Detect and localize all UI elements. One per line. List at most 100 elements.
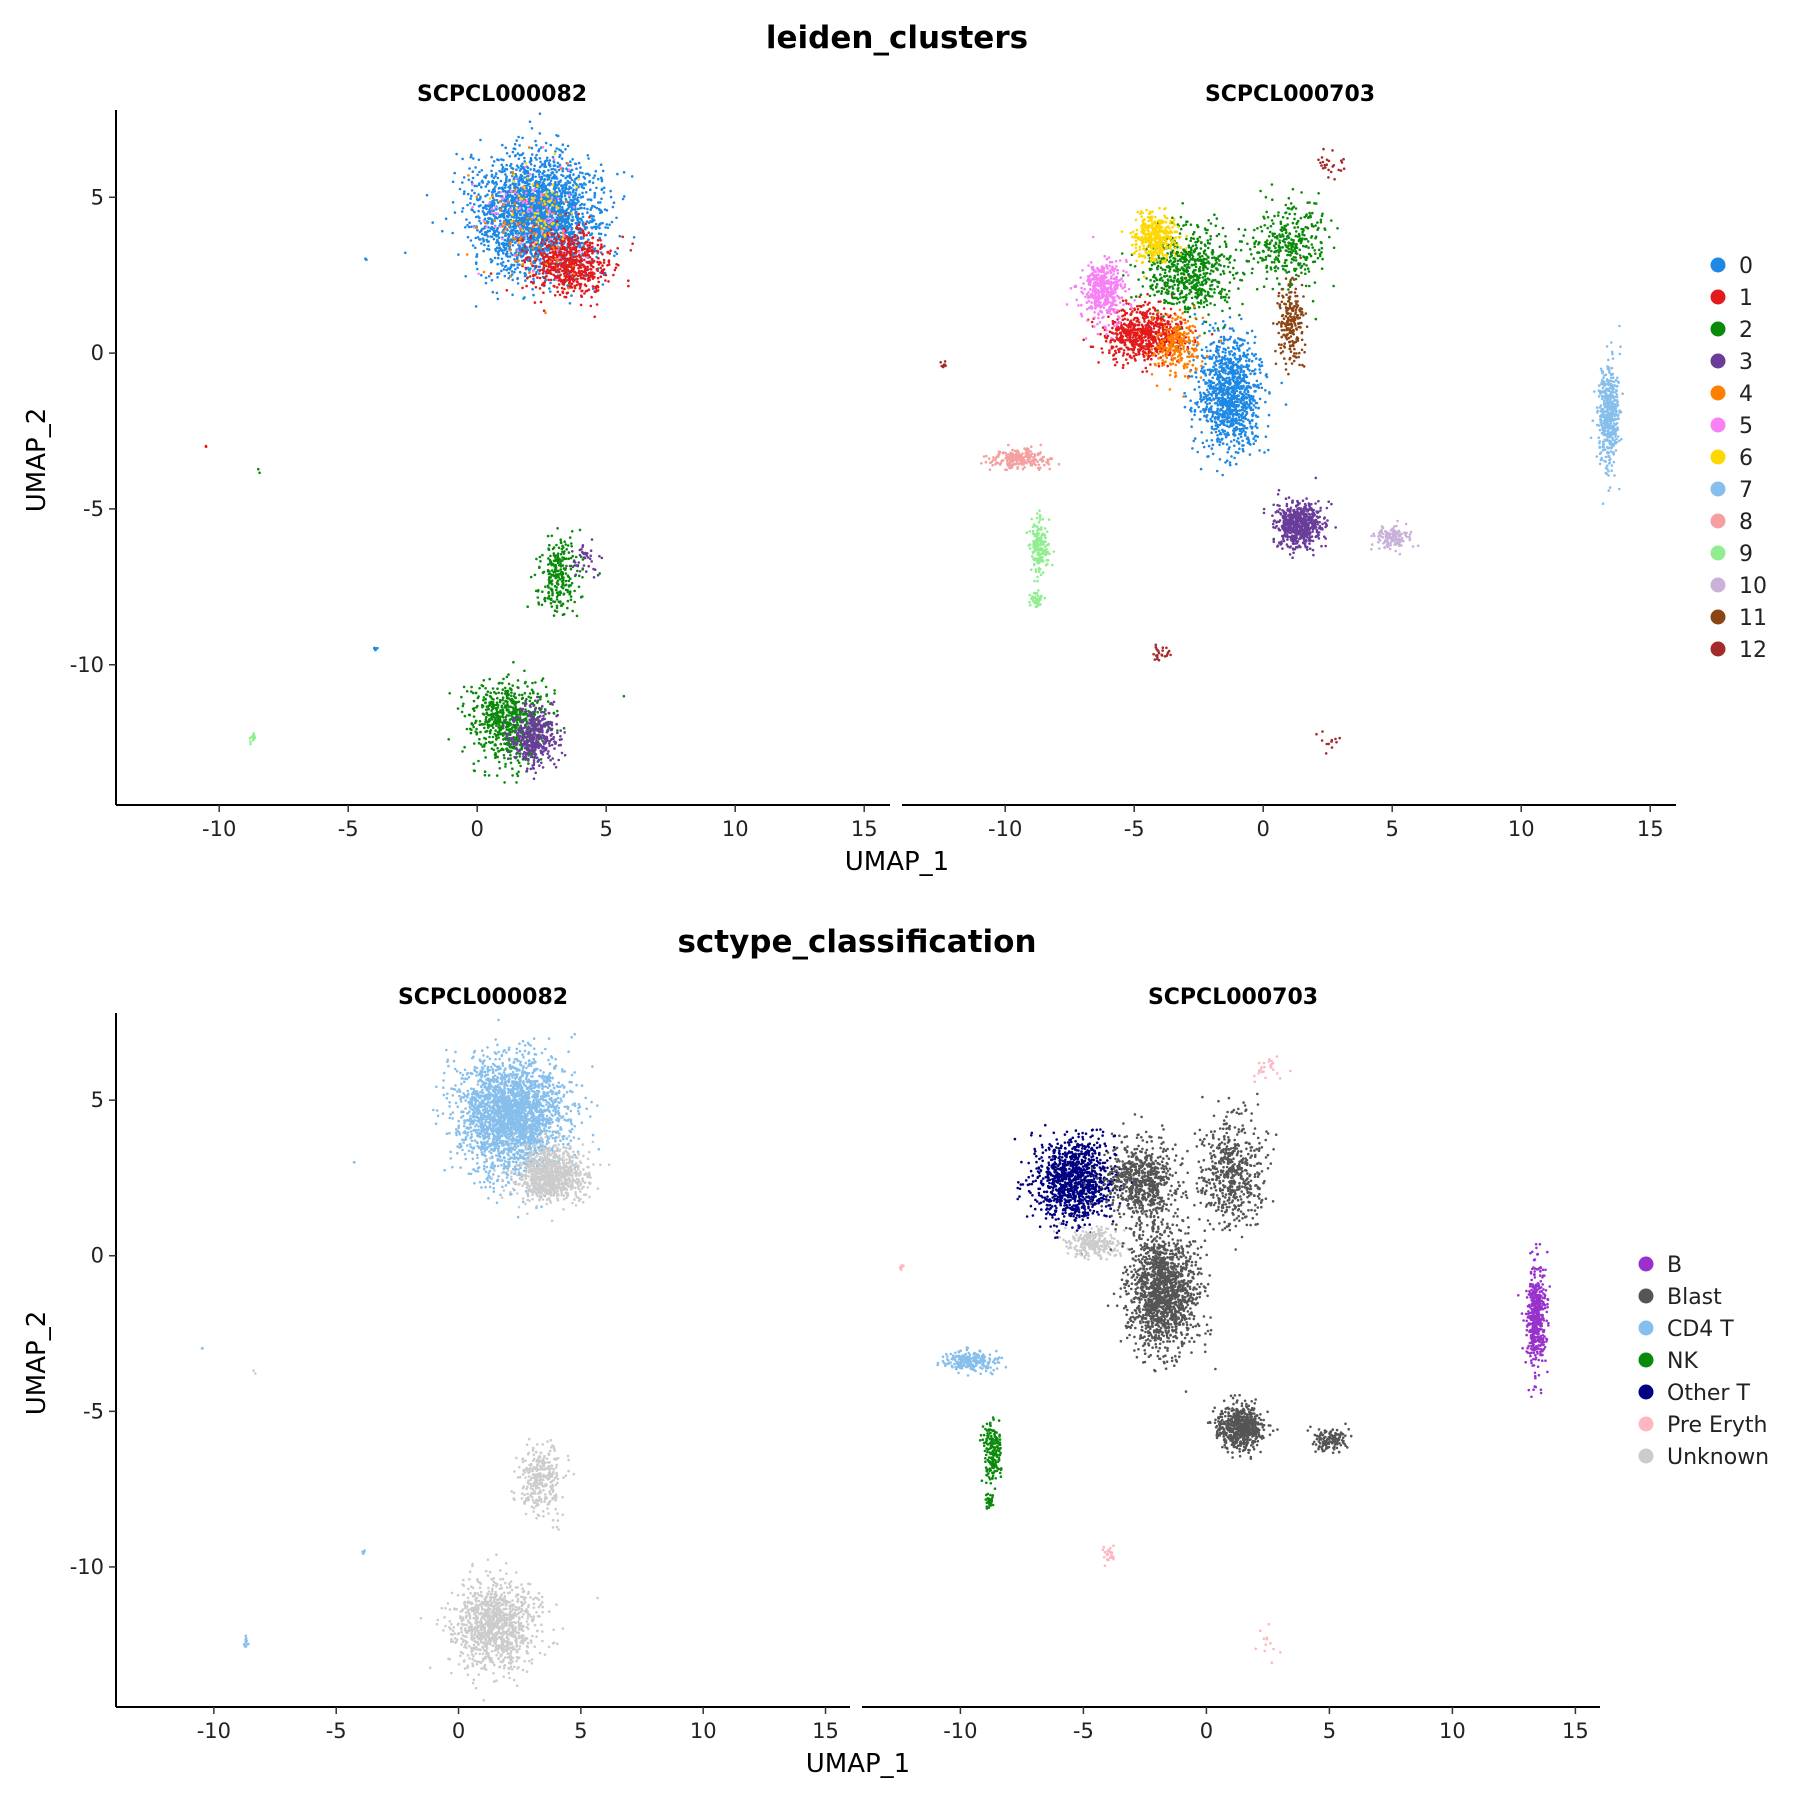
point [531, 738, 534, 741]
point [584, 242, 587, 245]
point [577, 217, 581, 220]
point [574, 555, 578, 559]
point [469, 731, 473, 735]
point [483, 773, 487, 777]
point [510, 691, 513, 694]
point [571, 236, 574, 240]
point [509, 761, 513, 765]
point [581, 171, 584, 175]
point [570, 232, 573, 236]
point [535, 557, 538, 561]
point [548, 159, 552, 162]
point [567, 585, 571, 588]
point [546, 188, 549, 191]
point [556, 731, 559, 735]
point [485, 233, 488, 237]
point [431, 221, 435, 224]
point [484, 281, 488, 285]
point [559, 247, 563, 251]
point [461, 704, 465, 708]
point [545, 259, 549, 263]
point [536, 276, 539, 279]
point [543, 226, 546, 230]
point [543, 179, 546, 182]
point [515, 229, 519, 233]
point [489, 227, 493, 230]
point [530, 217, 533, 221]
point [602, 191, 606, 194]
point [543, 221, 546, 224]
point [572, 289, 576, 293]
point [470, 722, 474, 725]
point [596, 276, 600, 280]
point [510, 270, 514, 273]
point [485, 204, 489, 208]
point [542, 182, 546, 186]
point [479, 730, 482, 734]
point [603, 244, 606, 248]
point [536, 209, 539, 212]
point [500, 163, 504, 167]
point [527, 210, 530, 214]
point [483, 770, 487, 773]
point [503, 207, 507, 210]
point [551, 183, 555, 186]
point [526, 739, 530, 742]
point [544, 149, 548, 152]
point [498, 219, 502, 223]
point [453, 171, 457, 175]
point [490, 211, 494, 215]
point [498, 715, 502, 719]
point [541, 590, 544, 593]
point [481, 210, 485, 213]
point [544, 721, 548, 724]
point [526, 685, 529, 688]
point [523, 260, 527, 264]
point [465, 727, 469, 731]
point [549, 758, 552, 762]
point [578, 245, 582, 249]
point [507, 693, 511, 697]
point [565, 263, 568, 267]
point [547, 586, 550, 589]
point [567, 250, 570, 254]
point [552, 248, 556, 252]
point [551, 206, 554, 209]
point [560, 263, 564, 267]
point [508, 186, 512, 190]
point [563, 557, 566, 561]
point [491, 726, 495, 730]
point [467, 713, 471, 717]
point [489, 691, 493, 695]
point [527, 759, 530, 762]
point [520, 216, 524, 220]
point [545, 174, 548, 178]
point [461, 181, 464, 184]
point [596, 250, 600, 253]
point [549, 290, 552, 293]
point [604, 233, 607, 237]
point [560, 206, 564, 209]
point [494, 707, 498, 710]
point [578, 553, 582, 557]
point [570, 222, 574, 226]
point [518, 727, 521, 731]
point [484, 693, 488, 696]
point [602, 271, 605, 275]
point [552, 164, 556, 167]
point [566, 275, 570, 279]
point [600, 188, 604, 191]
point [541, 238, 544, 242]
point [451, 231, 455, 235]
point [600, 197, 603, 201]
point [513, 154, 517, 158]
point [517, 761, 521, 764]
point [614, 250, 617, 254]
point [589, 549, 593, 552]
facet-scpcl000703-points [939, 147, 1624, 755]
point [540, 177, 544, 181]
point [554, 257, 558, 261]
point [586, 207, 589, 211]
point [578, 250, 581, 254]
point [515, 721, 519, 724]
